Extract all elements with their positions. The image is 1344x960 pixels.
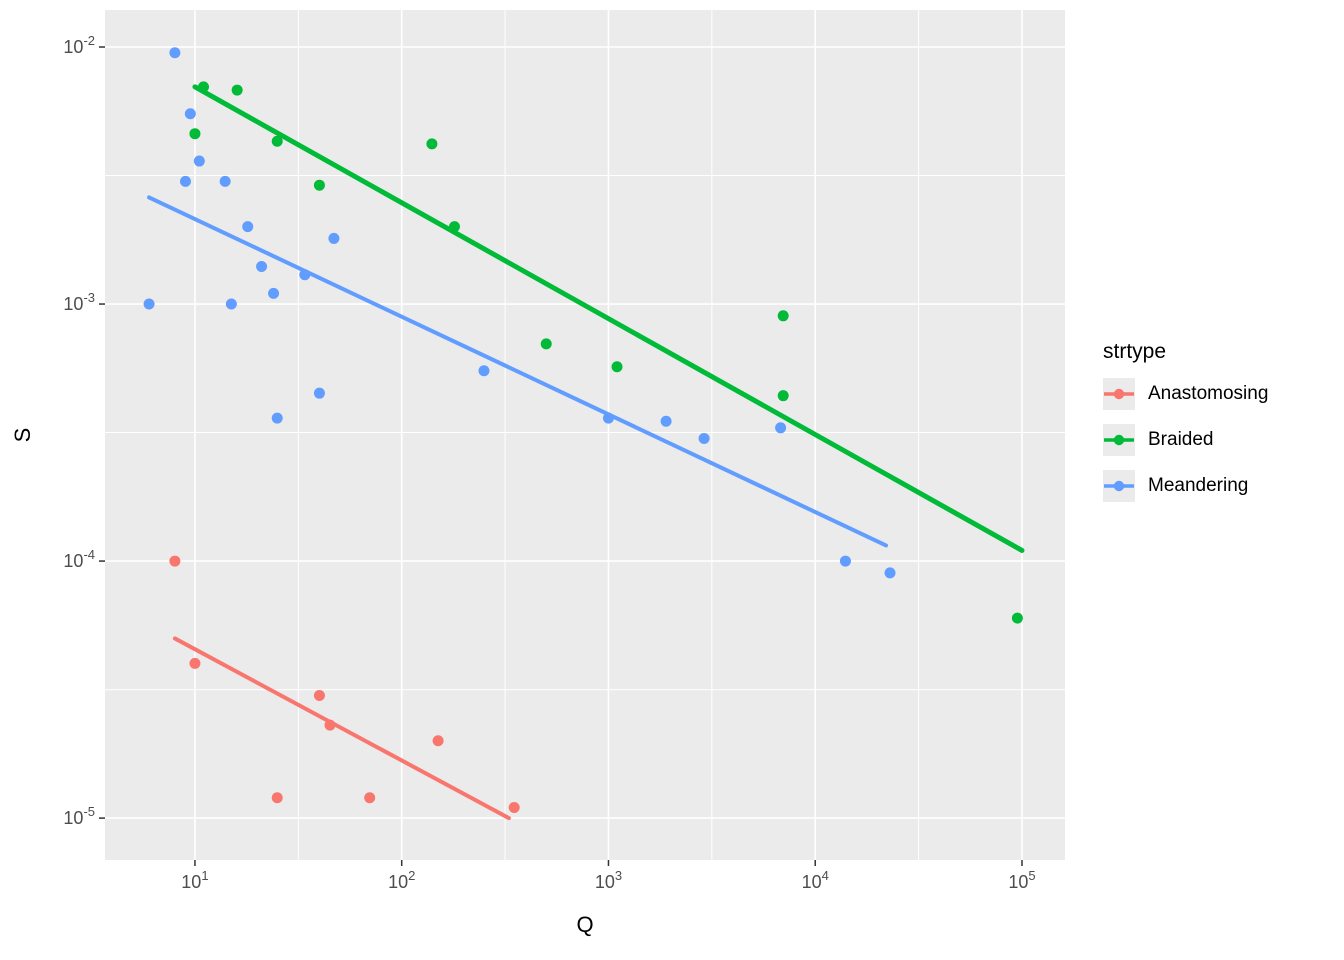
trend-line-anastomosing [172,636,511,821]
data-point [508,801,520,813]
data-point [839,555,851,567]
legend-key-anastomosing-icon [1103,378,1135,410]
legend-label-meandering: Meandering [1148,475,1249,496]
y-tick-label: 10-5 [63,804,95,828]
data-point [268,287,280,299]
data-point [660,415,672,427]
data-point [775,422,787,434]
data-point [179,175,191,187]
data-point [184,108,196,120]
legend-label-anastomosing: Anastomosing [1148,383,1269,404]
data-point [313,179,325,191]
legend: strtype Anastomosing Braided [1103,340,1268,516]
data-point [189,657,201,669]
data-point [777,310,789,322]
x-tick-label: 105 [1008,868,1035,892]
data-point [364,792,376,804]
data-point [143,298,155,310]
trend-line-braided [192,84,1025,553]
legend-label-braided: Braided [1148,429,1214,450]
x-axis-title: Q [576,912,593,937]
data-point [271,792,283,804]
minor-gridlines [105,10,1065,860]
data-point [242,221,254,233]
data-point [193,155,205,167]
data-point [169,47,181,59]
legend-key-meandering-icon [1103,470,1135,502]
data-point [432,735,444,747]
legend-key-braided-icon [1103,424,1135,456]
y-tick-label: 10-4 [63,547,95,571]
data-point [698,432,710,444]
data-point [313,387,325,399]
plot-panel [105,10,1065,860]
axis-ticks [99,46,1023,866]
x-tick-label: 102 [388,868,415,892]
legend-item-meandering: Meandering [1103,470,1268,502]
data-point [169,555,181,567]
legend-item-anastomosing: Anastomosing [1103,378,1268,410]
legend-item-braided: Braided [1103,424,1268,456]
data-point [611,361,623,373]
data-point [884,567,896,579]
data-point [478,365,490,377]
y-tick-label: 10-2 [63,33,95,57]
data-point [219,175,231,187]
data-point [189,128,201,140]
data-point [225,298,237,310]
data-point [540,338,552,350]
data-point [256,260,268,272]
legend-title: strtype [1103,340,1167,363]
y-axis-title: S [10,428,35,443]
data-point [271,412,283,424]
data-point [777,390,789,402]
data-point [231,84,243,96]
y-tick-label: 10-3 [63,290,95,314]
trend-line-meandering [147,195,889,548]
data-point [313,689,325,701]
series-points-meandering [143,47,896,579]
data-point [271,135,283,147]
data-point [328,232,340,244]
x-tick-label: 104 [802,868,829,892]
x-tick-label: 101 [181,868,208,892]
data-point [426,138,438,150]
x-tick-label: 103 [595,868,622,892]
data-point [1011,612,1023,624]
